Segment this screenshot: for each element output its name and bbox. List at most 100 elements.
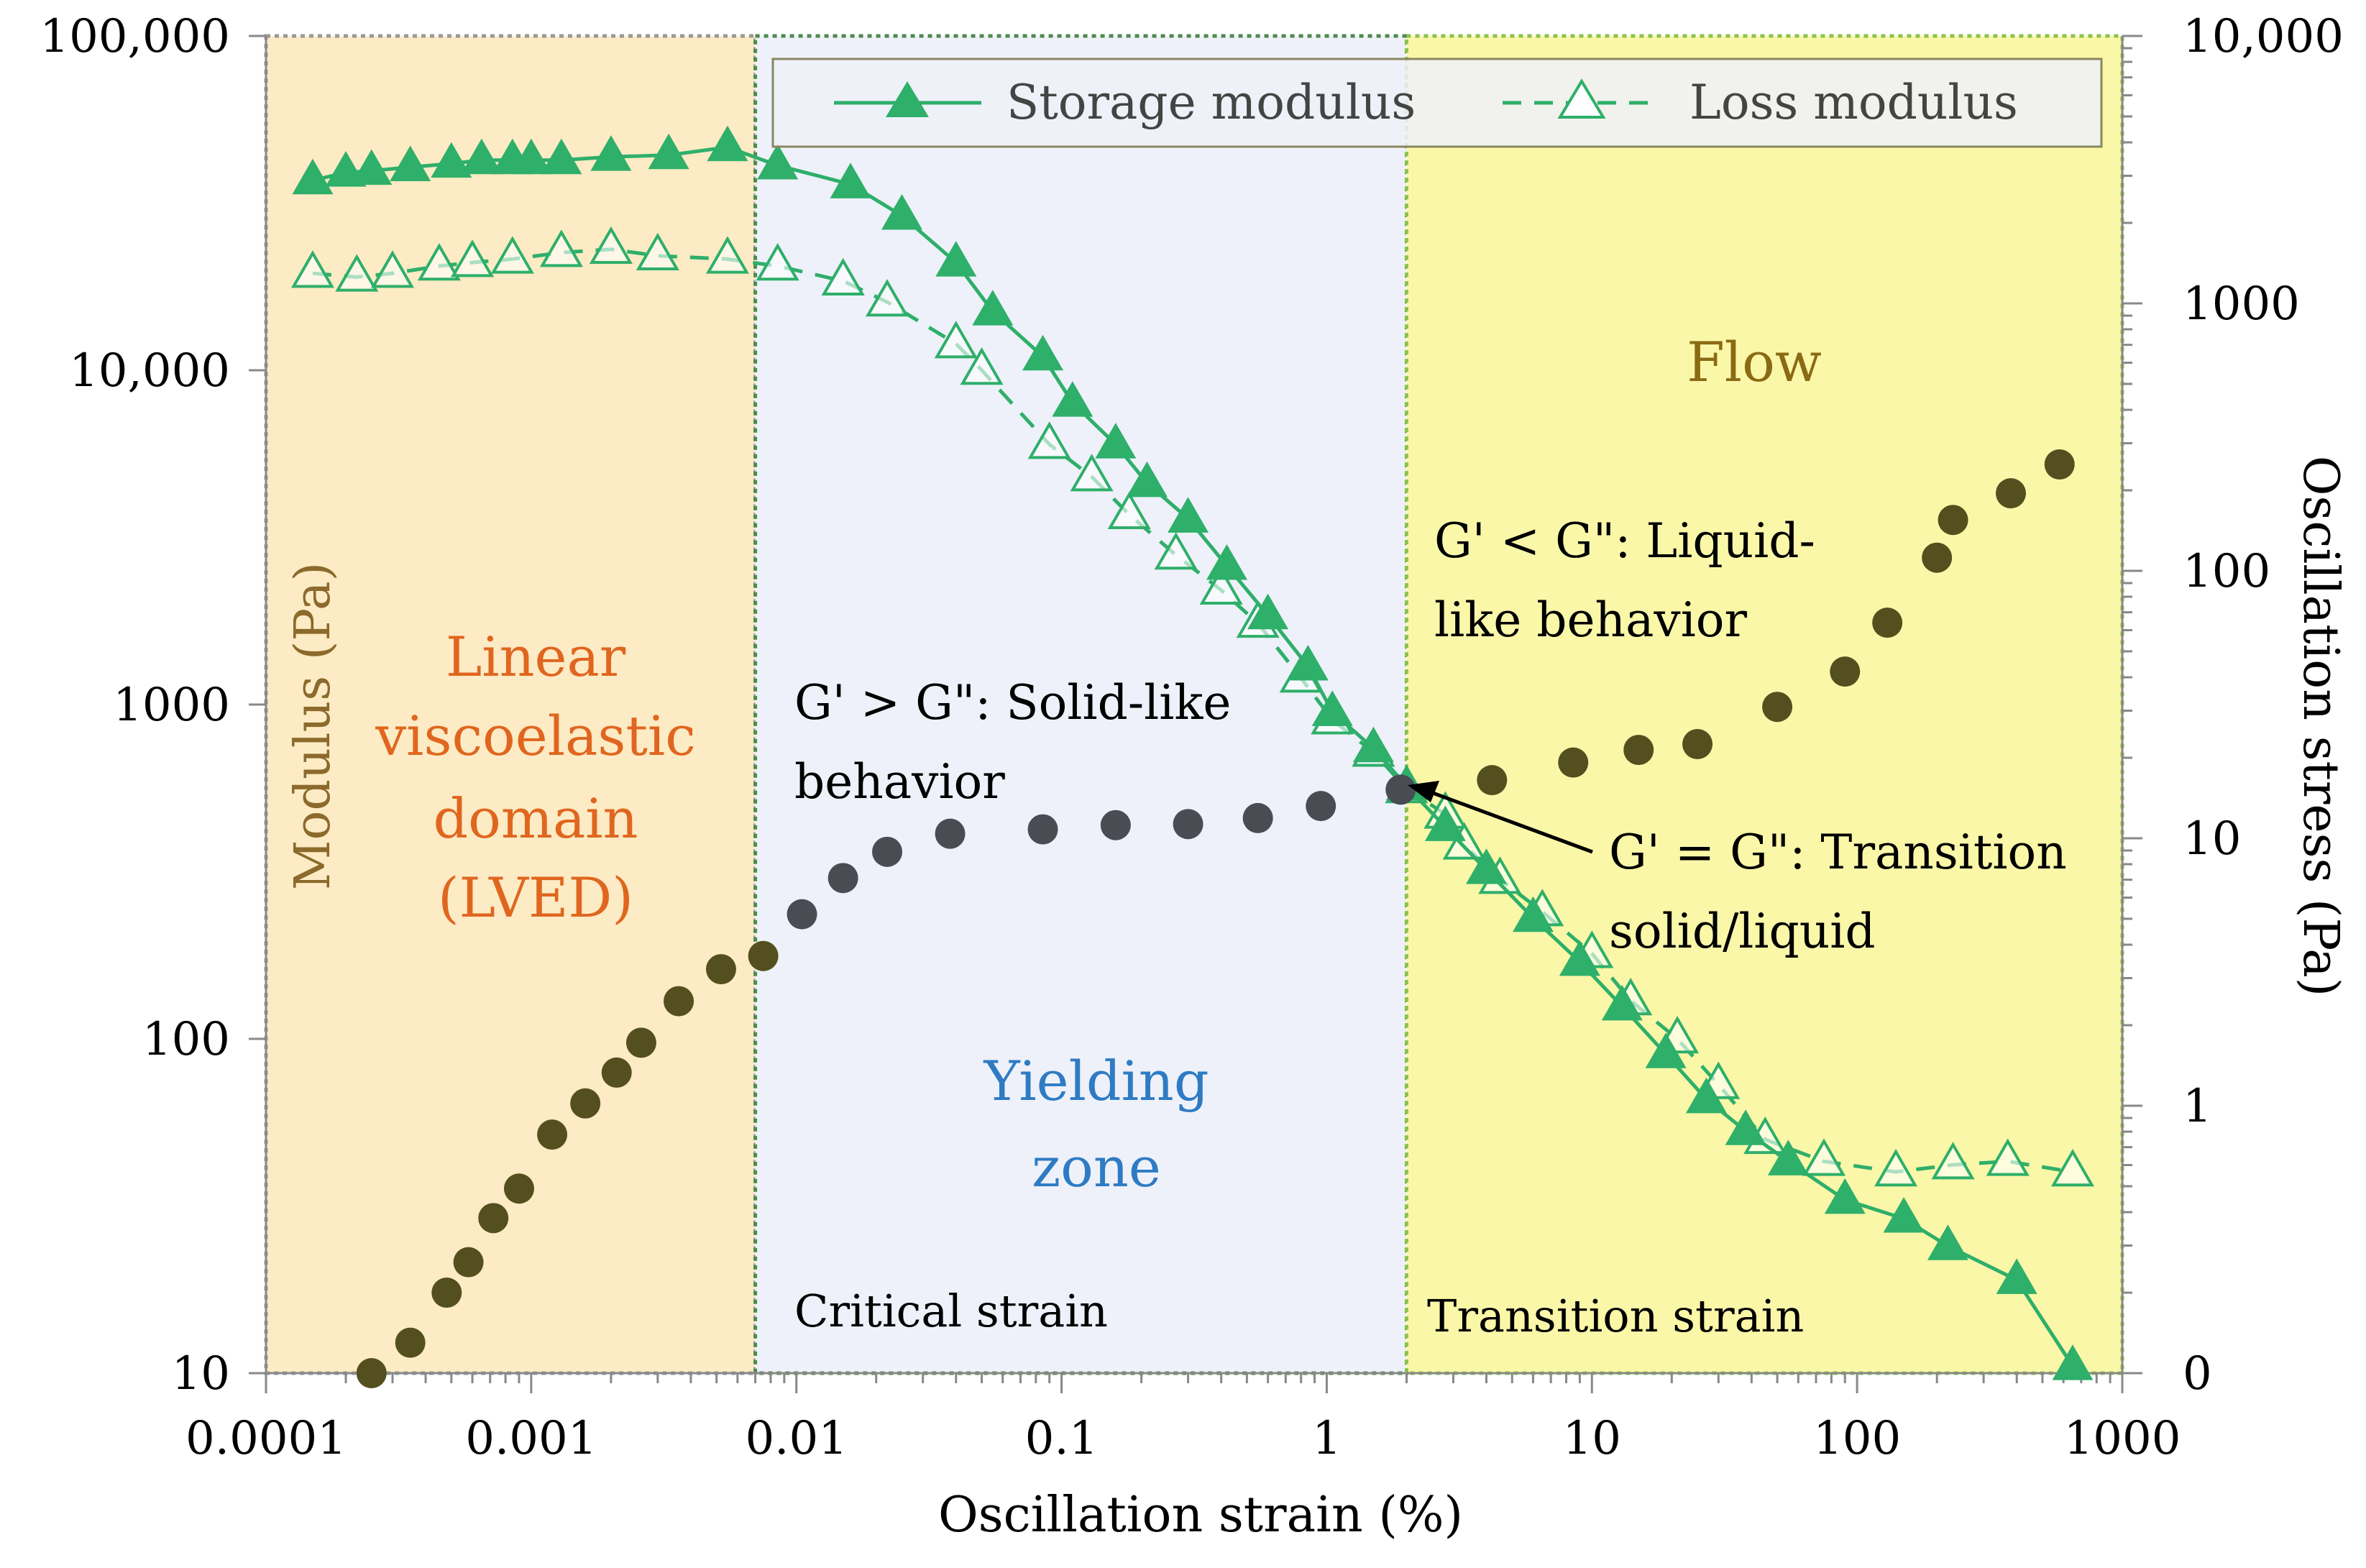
loss-modulus-point	[756, 243, 799, 281]
solid-like-annotation-line-2: behavior	[794, 754, 1005, 810]
stress-point	[1623, 735, 1654, 766]
storage-modulus-point	[648, 133, 689, 170]
loss-modulus-point	[1070, 454, 1114, 492]
y-left-tick-label: 100,000	[40, 10, 230, 63]
loss-modulus-point	[490, 236, 534, 274]
yielding-label-line-2: zone	[1032, 1135, 1161, 1199]
storage-modulus-point	[1824, 1178, 1866, 1214]
storage-modulus-point	[1601, 984, 1643, 1021]
loss-modulus-point	[290, 250, 335, 288]
y-left-tick-label: 1000	[113, 679, 230, 732]
y-axis-right-title: Oscillation stress (Pa)	[2292, 456, 2349, 997]
stress-point	[537, 1119, 568, 1150]
loss-modulus-point	[335, 254, 379, 292]
loss-modulus-point	[636, 232, 679, 270]
y-right-tick-label: 1000	[2183, 278, 2300, 331]
storage-modulus-point	[1126, 461, 1168, 498]
lved-label-line-3: domain	[433, 787, 638, 851]
stress-point	[748, 940, 779, 971]
loss-modulus-point	[417, 243, 462, 281]
storage-modulus-point	[1052, 381, 1093, 417]
storage-modulus-point	[1424, 805, 1466, 841]
loss-modulus-point	[1931, 1142, 1975, 1180]
legend-box	[771, 58, 2103, 148]
storage-modulus-point	[510, 138, 552, 175]
storage-modulus-point	[1352, 726, 1394, 763]
storage-modulus-point	[2052, 1344, 2094, 1380]
storage-modulus-point	[707, 125, 748, 162]
loss-modulus-point	[539, 229, 583, 267]
liquid-like-annotation-line-2: like behavior	[1434, 592, 1748, 648]
x-tick-label: 0.0001	[185, 1412, 347, 1465]
stress-point	[1027, 814, 1058, 845]
stress-point	[1872, 608, 1903, 638]
stress-point	[570, 1088, 601, 1119]
stress-point	[356, 1358, 387, 1388]
liquid-like-annotation-line-1: G' < G": Liquid-	[1434, 513, 1815, 569]
stress-point	[664, 986, 694, 1017]
stress-point	[625, 1027, 656, 1058]
x-tick-label: 1	[1312, 1412, 1342, 1465]
lved-label-line-4: (LVED)	[438, 866, 633, 930]
y-right-tick-label: 1	[2183, 1080, 2212, 1133]
stress-point	[1762, 692, 1793, 723]
x-tick-label: 0.01	[745, 1412, 848, 1465]
loss-modulus-point	[1027, 421, 1071, 459]
stress-point	[1922, 542, 1953, 573]
yielding-label-line-1: Yielding	[983, 1049, 1209, 1113]
y-right-tick-label: 0	[2183, 1347, 2212, 1400]
stress-point	[453, 1247, 484, 1278]
legend-loss-label: Loss modulus	[1689, 75, 2018, 130]
storage-modulus-point	[590, 135, 632, 171]
storage-modulus-point	[1685, 1077, 1727, 1114]
storage-modulus-point	[1883, 1196, 1925, 1233]
storage-modulus-point	[881, 193, 922, 230]
x-tick-label: 10	[1563, 1412, 1621, 1465]
storage-modulus-point	[431, 142, 472, 178]
stress-point	[787, 899, 817, 930]
loss-modulus-point	[1154, 532, 1198, 570]
lved-label-line-2: viscoelastic	[375, 704, 696, 768]
stress-point	[1173, 809, 1203, 840]
loss-modulus-point	[1986, 1138, 2030, 1176]
stress-point	[1242, 802, 1273, 833]
storage-modulus-point	[1725, 1109, 1766, 1145]
transition-strain-label: Transition strain	[1427, 1290, 1804, 1342]
storage-modulus-point	[461, 138, 503, 175]
x-tick-label: 0.001	[465, 1412, 597, 1465]
storage-modulus-point	[1466, 848, 1508, 884]
stress-point	[1996, 478, 2027, 509]
critical-strain-label: Critical strain	[794, 1285, 1108, 1337]
storage-modulus-point	[972, 290, 1014, 326]
stress-point	[503, 1173, 534, 1204]
storage-modulus-point	[935, 241, 977, 277]
storage-modulus-point	[1512, 896, 1554, 932]
y-left-tick-label: 10	[172, 1347, 230, 1400]
region-yielding	[753, 34, 1408, 1375]
loss-modulus-point	[960, 347, 1004, 385]
stress-point	[478, 1203, 509, 1234]
flow-label: Flow	[1687, 330, 1822, 394]
legend-loss-marker	[1557, 78, 1606, 119]
y-right-tick-label: 10	[2183, 812, 2241, 866]
loss-modulus-point	[865, 279, 909, 317]
loss-modulus-point	[370, 250, 415, 288]
storage-modulus-point	[1247, 593, 1289, 630]
stress-point	[827, 863, 858, 894]
series-layer	[290, 125, 2095, 1388]
loss-modulus-point	[1802, 1138, 1846, 1176]
storage-modulus-point	[1559, 940, 1600, 976]
stress-point	[1558, 747, 1589, 778]
stress-point	[1830, 656, 1861, 687]
storage-modulus-point	[1206, 544, 1247, 580]
stress-point	[1477, 765, 1508, 796]
storage-modulus-point	[1287, 645, 1329, 681]
legend-storage-label: Storage modulus	[1007, 75, 1416, 130]
loss-modulus-point	[1874, 1149, 1918, 1187]
y-left-tick-label: 10,000	[69, 344, 230, 398]
storage-modulus-point	[757, 144, 799, 180]
stress-point	[1682, 728, 1713, 759]
legend-storage-marker	[886, 81, 929, 117]
loss-modulus-point	[934, 321, 978, 359]
transition-arrow	[1426, 789, 1593, 854]
